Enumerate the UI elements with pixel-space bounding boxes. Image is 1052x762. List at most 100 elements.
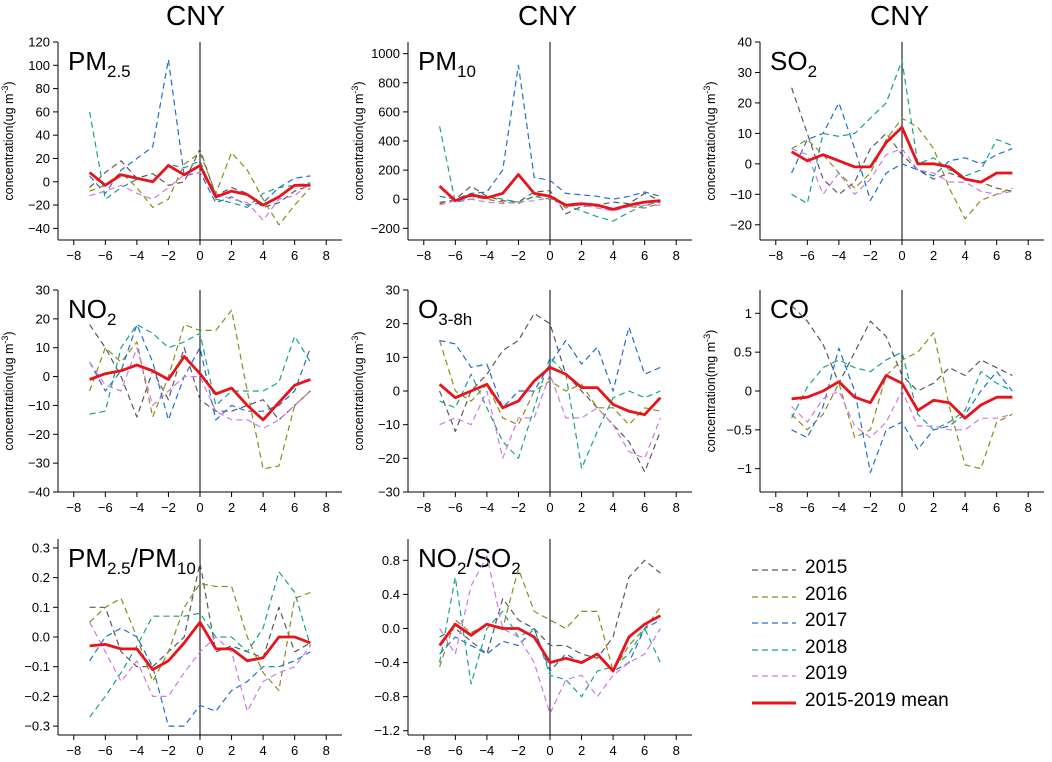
y-tick-label: 20 (36, 311, 50, 326)
series-line-2017 (791, 102, 1013, 201)
legend-label: 2015 (805, 557, 848, 578)
y-tick-label: 60 (36, 104, 50, 119)
pm10-panel: −200 0 200 400 600 800 1000 −8 −6 −4 −2 0 2 4 6 8 concen… (350, 42, 692, 263)
legend: 2015 2016 2017 2018 2019 2015-2019 mean (750, 557, 1040, 716)
x-tick-label: −4 (479, 743, 494, 758)
x-tick-label: 8 (673, 248, 680, 263)
series-line-2015-2019-mean (438, 614, 662, 673)
x-tick-label: −2 (863, 248, 878, 263)
y-tick-label: 120 (28, 35, 50, 50)
y-tick-label: 600 (378, 104, 400, 119)
series-line-2018 (89, 323, 311, 415)
series-line-2018 (439, 126, 661, 222)
x-tick-label: 0 (196, 248, 203, 263)
x-tick-label: 6 (993, 500, 1000, 515)
x-tick-label: 0 (898, 248, 905, 263)
y-tick-label: −10 (730, 187, 752, 202)
y-tick-label: −40 (28, 221, 50, 236)
series-line-2016 (439, 340, 661, 426)
series-line-2017 (89, 627, 311, 727)
y-tick-label: −1.2 (374, 723, 400, 738)
y-tick-label: 10 (386, 350, 400, 365)
y-tick-label: 40 (36, 128, 50, 143)
legend-item-2016: 2016 (750, 584, 1040, 611)
series-line-2016 (89, 151, 311, 226)
legend-label: 2015-2019 mean (805, 689, 949, 711)
pm-ratio-panel: −0.3 −0.2 −0.1 0.0 0.1 0.2 0.3 −8 −6 −4 −2 0 2 4 6 8 PM2… (24, 539, 342, 758)
x-tick-label: −8 (416, 248, 431, 263)
legend-label: 2019 (805, 663, 848, 684)
series-line-2016 (439, 568, 661, 672)
y-tick-label: −20 (378, 451, 400, 466)
y-tick-label: −20 (28, 427, 50, 442)
y-tick-label: 10 (36, 340, 50, 355)
x-tick-label: −8 (66, 500, 81, 515)
y-axis-label: concentration(ug m-3) (0, 81, 16, 200)
y-axis-label: concentration(ug m-3) (702, 81, 718, 200)
y-tick-label: 200 (378, 163, 400, 178)
y-tick-label: 1000 (371, 46, 400, 61)
series-line-2018 (89, 111, 311, 208)
co-panel: −1 −0.5 0 0.5 1 −8 −6 −4 −2 0 2 4 6 8 concentration(mg… (702, 290, 1044, 515)
y-tick-label: 0.5 (734, 345, 752, 360)
legend-swatch (752, 675, 796, 677)
legend-item-2019: 2019 (750, 663, 1040, 690)
x-tick-label: 6 (641, 248, 648, 263)
x-tick-label: −2 (161, 743, 176, 758)
y-tick-label: 20 (386, 316, 400, 331)
x-tick-label: 4 (609, 500, 616, 515)
series-line-2015-2019-mean (88, 164, 311, 207)
y-tick-label: −20 (730, 217, 752, 232)
series-line-2019 (89, 171, 311, 221)
legend-swatch (752, 595, 796, 598)
x-tick-label: 8 (1025, 500, 1032, 515)
series-line-2019 (439, 373, 661, 459)
x-tick-label: 0 (546, 248, 553, 263)
y-tick-label: 1 (745, 306, 752, 321)
y-tick-label: −0.5 (726, 422, 752, 437)
x-tick-label: 0 (546, 743, 553, 758)
y-axis-label: concentration(ug m-3) (350, 331, 366, 450)
x-tick-label: −8 (66, 743, 81, 758)
x-tick-label: −8 (768, 248, 783, 263)
x-tick-label: −4 (129, 248, 144, 263)
y-tick-label: 30 (738, 65, 752, 80)
y-tick-label: −0.3 (24, 719, 50, 734)
legend-swatch (752, 622, 796, 624)
y-tick-label: −0.4 (374, 655, 400, 670)
series-line-2015 (791, 87, 1013, 195)
y-tick-label: 400 (378, 134, 400, 149)
legend-swatch (752, 701, 796, 704)
cny-label-left: CNY (166, 0, 226, 31)
panel-title: PM2.5/PM10 (68, 543, 196, 578)
x-tick-label: −6 (448, 248, 463, 263)
panel-title: PM10 (418, 46, 476, 81)
series-line-2017 (439, 619, 661, 672)
series-line-2015-2019-mean (791, 374, 1013, 420)
x-tick-label: −8 (416, 500, 431, 515)
x-tick-label: 0 (546, 500, 553, 515)
y-tick-label: −40 (28, 485, 50, 500)
series-line-2019 (439, 555, 661, 715)
panel-title: NO2/SO2 (418, 543, 521, 578)
y-tick-label: 0 (43, 174, 50, 189)
x-tick-label: −2 (511, 743, 526, 758)
y-tick-label: 0 (745, 384, 752, 399)
cny-label-right: CNY (870, 0, 930, 31)
legend-item-2015: 2015 (750, 557, 1040, 584)
x-tick-label: 8 (673, 743, 680, 758)
panel-title: PM2.5 (68, 46, 131, 81)
x-tick-label: −2 (161, 500, 176, 515)
x-tick-label: −4 (479, 248, 494, 263)
series-line-2015-2019-mean (790, 125, 1013, 184)
legend-label: 2018 (805, 636, 848, 658)
legend-label: 2016 (805, 583, 848, 605)
series-line-2018 (439, 576, 661, 698)
x-tick-label: −4 (129, 500, 144, 515)
y-tick-label: 20 (738, 95, 752, 110)
y-tick-label: −0.8 (374, 689, 400, 704)
series-line-2015-2019-mean (89, 620, 311, 672)
